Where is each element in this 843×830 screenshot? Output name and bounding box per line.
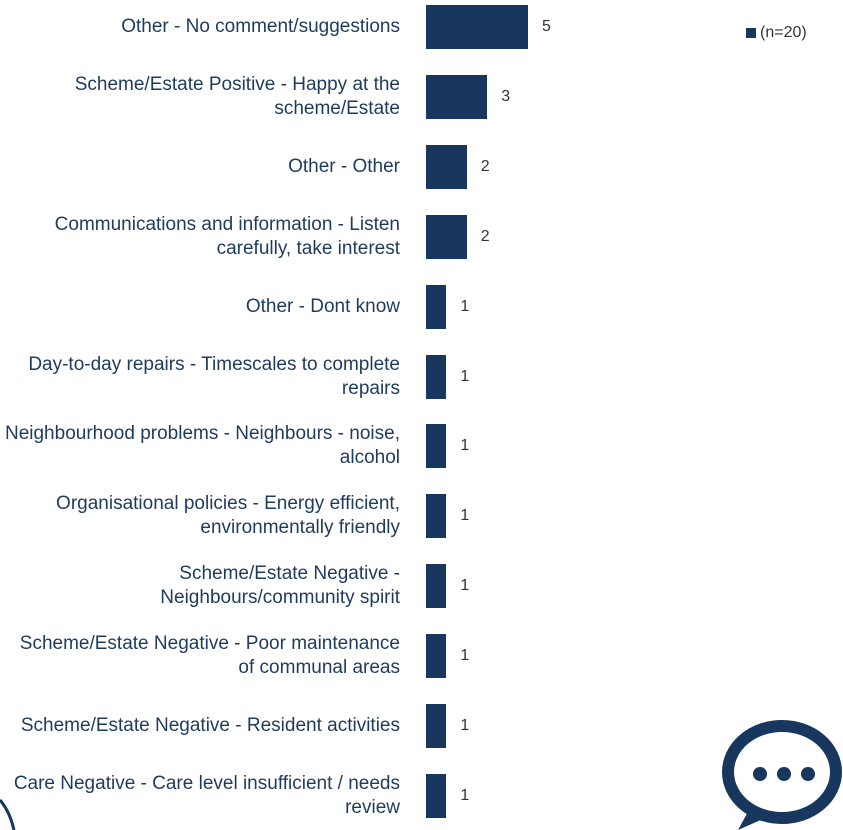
bar [426,74,488,119]
category-label: Other - Other [288,155,400,177]
value-label: 2 [480,157,490,175]
category-label: Care Negative - Care level insufficient … [13,772,400,818]
value-label: 1 [460,786,470,804]
bar [426,144,467,189]
category-label: Scheme/Estate Negative - Neighbours/comm… [160,563,400,609]
bar [426,284,447,329]
bar [426,773,447,818]
value-label: 5 [542,18,551,35]
value-label: 1 [460,507,470,525]
legend-label: (n=20) [760,24,807,41]
value-label: 1 [460,367,470,385]
decor-arc [0,799,16,830]
category-label: Organisational policies - Energy efficie… [56,493,400,539]
category-label: Scheme/Estate Negative - Resident activi… [20,715,400,736]
category-label: Other - No comment/suggestions [121,16,400,37]
bar [426,634,447,679]
value-label: 1 [460,647,470,665]
chat-icon [722,720,842,830]
bar [426,5,528,49]
value-label: 3 [501,87,511,105]
value-label: 1 [460,577,470,595]
bar [426,424,447,469]
value-label: 1 [460,437,470,455]
category-label: Scheme/Estate Negative - Poor maintenanc… [19,633,400,679]
category-label: Other - Dont know [245,295,400,317]
bar [426,354,447,399]
bar [426,704,447,748]
category-label: Day-to-day repairs - Timescales to compl… [28,353,400,399]
bar [426,214,467,259]
bar [426,564,447,609]
value-label: 1 [460,717,470,734]
category-label: Communications and information - Listen … [54,213,400,259]
bar [426,494,447,539]
legend-swatch [746,28,756,38]
value-label: 1 [460,297,470,315]
category-label: Neighbourhood problems - Neighbours - no… [4,423,400,469]
category-label: Scheme/Estate Positive - Happy at the sc… [74,73,400,119]
value-label: 2 [480,227,490,245]
